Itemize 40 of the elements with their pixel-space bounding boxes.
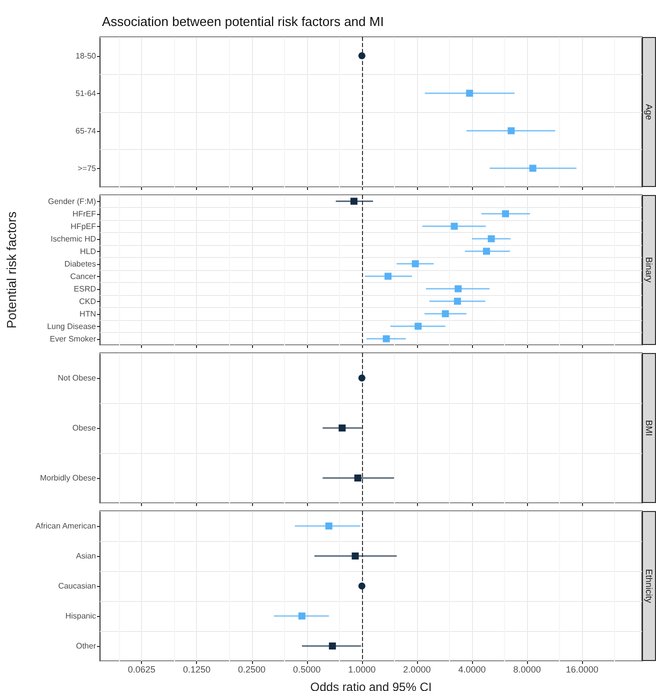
x-tick-label: 0.1250 <box>182 664 210 674</box>
y-tick-label: 18-50 <box>76 51 97 60</box>
x-tick-label: 4.0000 <box>458 664 486 674</box>
y-tick-label: 65-74 <box>76 126 97 136</box>
y-tick-label: HTN <box>80 309 96 318</box>
y-tick-label: Morbidly Obese <box>40 474 97 482</box>
y-tick-label: Asian <box>76 552 96 560</box>
y-tick-label: HFrEF <box>72 209 96 218</box>
y-tick-label: Caucasian <box>58 582 96 590</box>
y-tick-label: Other <box>76 642 96 650</box>
x-tick-label: 2.0000 <box>403 664 431 674</box>
y-tick-label: >=75 <box>78 164 97 173</box>
y-tick-label: CKD <box>79 296 96 306</box>
y-tick-label: Cancer <box>70 272 96 281</box>
y-tick-label: Ischemic HD <box>50 234 96 244</box>
text: Binary <box>644 257 654 283</box>
y-tick-label: Obese <box>72 424 97 432</box>
x-tick-label: 0.0625 <box>128 664 156 674</box>
y-tick-label: Gender (F:M) <box>48 196 96 206</box>
y-axis-title: Potential risk factors <box>4 210 19 329</box>
text: BMI <box>644 420 654 436</box>
y-tick-label: ESRD <box>74 284 96 294</box>
y-tick-label: Diabetes <box>64 259 96 268</box>
y-tick-label: African American <box>36 522 96 530</box>
x-tick-label: 8.0000 <box>513 664 541 674</box>
x-axis-title: Odds ratio and 95% CI <box>310 680 432 691</box>
y-tick-label: Ever Smoker <box>50 334 96 344</box>
y-tick-label: HLD <box>80 246 96 256</box>
y-tick-label: Not Obese <box>58 374 97 382</box>
chart-title: Association between potential risk factors and MI <box>102 14 384 29</box>
y-tick-label: HFpEF <box>70 222 96 231</box>
x-tick-label: 0.2500 <box>238 664 266 674</box>
y-tick-label: Hispanic <box>65 612 96 620</box>
x-tick-label: 0.5000 <box>293 664 321 674</box>
y-tick-label: Lung Disease <box>47 322 97 331</box>
text: Age <box>644 104 654 120</box>
x-tick-label: 1.0000 <box>348 664 376 674</box>
y-tick-label: 51-64 <box>76 88 97 98</box>
text: Ethnicity <box>644 568 654 603</box>
x-tick-label: 16.0000 <box>566 664 598 674</box>
